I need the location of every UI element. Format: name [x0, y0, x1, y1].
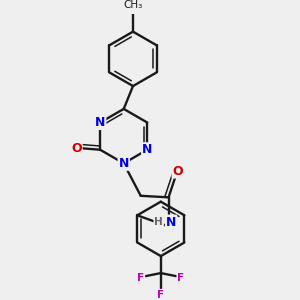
Text: H: H	[154, 217, 163, 227]
Text: F: F	[157, 290, 164, 300]
Text: O: O	[172, 165, 183, 178]
Text: N: N	[95, 116, 105, 129]
Text: F: F	[137, 273, 144, 283]
Text: N: N	[142, 143, 152, 156]
Text: CH₃: CH₃	[123, 0, 142, 10]
Text: N: N	[166, 216, 176, 229]
Text: O: O	[71, 142, 82, 155]
Text: N: N	[118, 157, 129, 170]
Text: F: F	[177, 273, 184, 283]
